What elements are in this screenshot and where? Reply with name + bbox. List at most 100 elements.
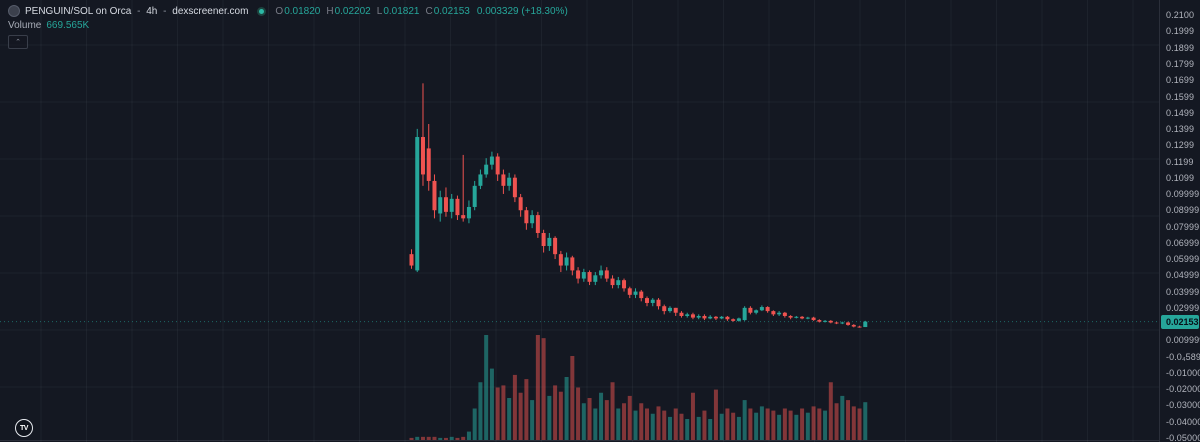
close-key: C [425, 5, 433, 17]
candle-body [512, 177, 517, 198]
volume-bar [823, 410, 828, 440]
chevron-up-icon: ⌃ [15, 38, 21, 46]
price-axis-label: 0.2100 [1166, 10, 1195, 20]
candle-body [409, 254, 414, 266]
volume-bar [702, 410, 707, 440]
low-key: L [376, 5, 383, 17]
volume-bar [650, 413, 655, 440]
candle-body [754, 310, 759, 313]
candle-body [696, 315, 701, 318]
volume-bar [570, 356, 575, 440]
market-status-icon[interactable] [257, 6, 267, 16]
volume-bar [765, 408, 770, 440]
candle-body [713, 316, 718, 319]
volume-bar [501, 385, 506, 440]
volume-bar [593, 408, 598, 440]
candle-body [438, 197, 443, 214]
volume-bar [512, 374, 517, 440]
candle-body [587, 272, 592, 282]
volume-bar [564, 377, 569, 440]
volume-bar [857, 408, 862, 440]
candle-body [840, 322, 845, 324]
candle-body [805, 317, 810, 319]
candle-wick [462, 154, 464, 222]
volume-bar [576, 387, 581, 440]
price-axis[interactable]: 0.02153 0.2100 0.1999 0.1899 0.1799 0.1699 0.… [1159, 0, 1200, 442]
candlestick-chart[interactable] [0, 0, 1160, 442]
price-axis-label: -0.04000 [1166, 416, 1200, 427]
volume-bar [713, 389, 718, 440]
volume-bar [673, 408, 678, 440]
candle-body [495, 156, 500, 175]
price-axis-label: -0.05000 [1166, 432, 1200, 442]
candle-body [478, 174, 483, 186]
price-axis-label: 0.02999 [1166, 302, 1200, 313]
candle-body [863, 321, 868, 328]
candle-body [777, 312, 782, 315]
volume-bar [805, 412, 810, 440]
legend-collapse-button[interactable]: ⌃ [8, 35, 28, 49]
volume-bar [461, 436, 466, 440]
candle-body [765, 307, 770, 312]
interval-label: 4h [146, 5, 158, 17]
volume-bar [742, 400, 747, 440]
price-axis-label: 0.05999 [1166, 254, 1200, 265]
volume-bar [731, 412, 736, 440]
legend-volume-row: Volume 669.565K [8, 19, 568, 32]
symbol-name: PENGUIN/SOL on Orca [25, 5, 132, 17]
tradingview-logo[interactable]: TV [15, 419, 33, 437]
price-axis-label: 0.09999 [1166, 188, 1200, 199]
token-logo-icon [8, 5, 20, 17]
candle-body [564, 257, 569, 266]
candle-body [466, 206, 471, 219]
volume-bar [817, 408, 822, 440]
volume-bar [846, 400, 851, 440]
candle-body [639, 291, 644, 299]
volume-bar [409, 437, 414, 440]
volume-label: Volume [8, 20, 42, 31]
volume-bar [599, 392, 604, 440]
candle-body [420, 137, 425, 175]
candle-body [828, 320, 833, 323]
candle-body [782, 312, 787, 316]
candle-body [650, 299, 655, 303]
chart-title[interactable]: PENGUIN/SOL on Orca - 4h - dexscreener.c… [25, 5, 249, 17]
candle-body [547, 237, 552, 247]
volume-bar [622, 403, 627, 440]
volume-bar [507, 398, 512, 440]
price-axis-label: 0.1399 [1166, 124, 1195, 135]
volume-bar [558, 391, 563, 440]
candle-body [541, 233, 546, 247]
candle-body [432, 180, 437, 211]
volume-layer [409, 335, 868, 440]
volume-bar [547, 395, 552, 440]
ohlc-values: O0.01820 H0.02202 L0.01821 C0.02153 [275, 6, 469, 17]
volume-bar [449, 436, 454, 440]
volume-bar [679, 413, 684, 440]
candle-body [851, 324, 856, 327]
change-percent: (+18.30%) [521, 5, 568, 17]
price-axis-label: -0.02000 [1166, 384, 1200, 395]
candle-wick [422, 83, 424, 186]
volume-bar [851, 406, 856, 440]
candle-body [443, 197, 448, 212]
price-axis-label: 0.1899 [1166, 42, 1195, 53]
volume-bar [800, 408, 805, 440]
candle-body [846, 322, 851, 325]
candle-body [455, 198, 460, 216]
volume-bar [581, 403, 586, 440]
candle-body [748, 307, 753, 313]
candle-body [633, 291, 638, 295]
candle-body [449, 198, 454, 212]
volume-bar [863, 402, 868, 440]
candle-body [599, 270, 604, 276]
change-abs: 0.003329 [476, 5, 519, 17]
candle-body [616, 280, 621, 286]
candle-body [685, 314, 690, 316]
open-key: O [275, 5, 284, 17]
price-axis-label: 0.1299 [1166, 140, 1195, 151]
volume-bar [455, 437, 460, 440]
price-axis-label: 0.1499 [1166, 107, 1195, 118]
volume-bar [489, 368, 494, 440]
